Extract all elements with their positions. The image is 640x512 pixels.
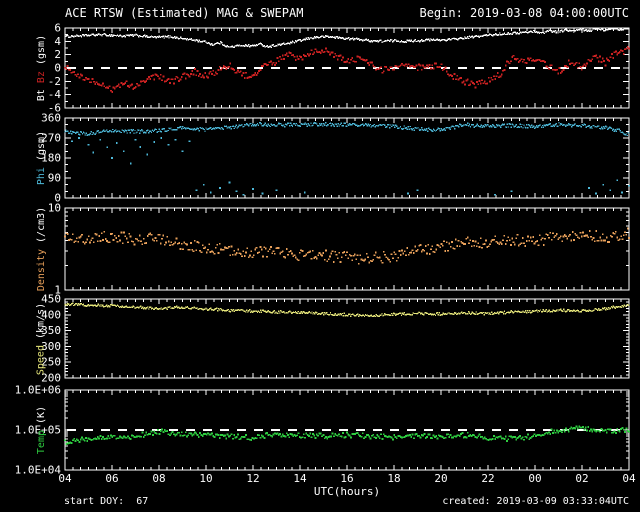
- svg-text:02: 02: [575, 472, 588, 485]
- svg-text:12: 12: [246, 472, 259, 485]
- ylabel-bt-bz: Bt Bz (gsm): [35, 28, 49, 108]
- x-axis-title: UTC(hours): [313, 485, 381, 498]
- svg-text:14: 14: [293, 472, 307, 485]
- ylabel-gsm-1: (gsm): [36, 34, 47, 65]
- ylabel-gsm-2: (gsm): [36, 130, 47, 162]
- svg-text:00: 00: [528, 472, 541, 485]
- svg-text:22: 22: [481, 472, 494, 485]
- svg-text:1.0E+06: 1.0E+06: [15, 384, 61, 397]
- svg-text:04: 04: [622, 472, 636, 485]
- svg-text:400: 400: [41, 308, 61, 321]
- svg-text:1.0E+04: 1.0E+04: [15, 464, 62, 477]
- ylabel-kms-unit: (km/s): [35, 302, 47, 339]
- ylabel-bt: Bt: [36, 83, 47, 102]
- svg-text:450: 450: [41, 293, 61, 306]
- ylabel-speed-text: Speed: [35, 339, 47, 376]
- svg-text:10: 10: [48, 202, 61, 215]
- svg-text:270: 270: [41, 132, 61, 145]
- ylabel-temp: Temp (K): [35, 390, 49, 470]
- svg-text:16: 16: [340, 472, 353, 485]
- svg-text:-2: -2: [48, 75, 61, 88]
- ylabel-density: Density (/cm3): [35, 206, 49, 292]
- svg-text:10: 10: [199, 472, 212, 485]
- ylabel-temp-text: Temp: [36, 423, 47, 455]
- ylabel-density-text: Density: [36, 242, 47, 292]
- svg-text:250: 250: [41, 356, 61, 369]
- svg-text:20: 20: [434, 472, 447, 485]
- svg-text:2: 2: [54, 48, 61, 61]
- svg-text:06: 06: [105, 472, 118, 485]
- svg-text:350: 350: [41, 324, 61, 337]
- svg-text:0: 0: [54, 192, 61, 205]
- start-doy-label: start DOY: 67: [64, 496, 149, 507]
- svg-text:04: 04: [58, 472, 72, 485]
- svg-text:1: 1: [54, 284, 61, 297]
- svg-text:-4: -4: [48, 88, 62, 101]
- ylabel-k-unit: (K): [36, 405, 47, 424]
- svg-text:200: 200: [41, 372, 61, 385]
- svg-text:360: 360: [41, 112, 61, 125]
- ylabel-speed: Speed (km/s): [35, 300, 49, 379]
- created-timestamp: created: 2019-03-09 03:33:04UTC: [442, 496, 629, 507]
- svg-text:-6: -6: [48, 102, 61, 115]
- svg-text:300: 300: [41, 340, 61, 353]
- ylabel-cm3-unit: (/cm3): [36, 206, 47, 243]
- svg-text:1.0E+05: 1.0E+05: [15, 424, 61, 437]
- svg-text:6: 6: [54, 22, 61, 35]
- plot-title: ACE RTSW (Estimated) MAG & SWEPAM: [65, 6, 304, 20]
- svg-text:4: 4: [54, 35, 61, 48]
- ylabel-phi: Phi (gsm): [35, 118, 49, 198]
- svg-text:90: 90: [48, 172, 61, 185]
- svg-text:18: 18: [387, 472, 400, 485]
- svg-text:180: 180: [41, 152, 61, 165]
- svg-text:08: 08: [152, 472, 165, 485]
- ylabel-phi-text: Phi: [36, 161, 47, 186]
- ylabel-bz: Bz: [36, 65, 47, 84]
- begin-timestamp: Begin: 2019-03-08 04:00:00UTC: [419, 6, 629, 20]
- svg-text:0: 0: [54, 62, 61, 75]
